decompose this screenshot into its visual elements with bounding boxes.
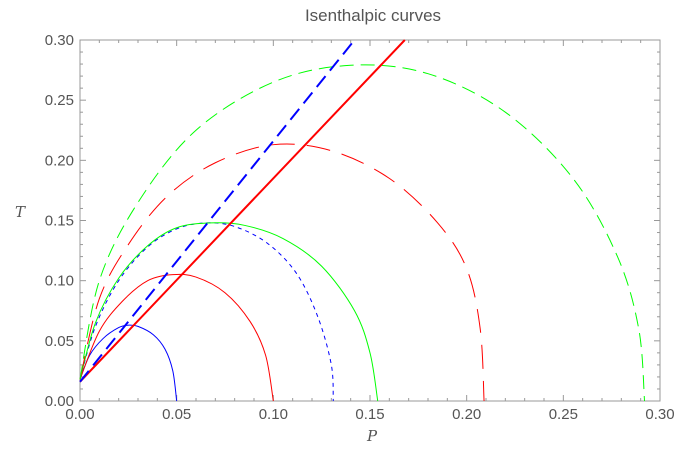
plot-area	[80, 40, 660, 401]
axis-ticks	[80, 40, 660, 401]
series-line-7	[80, 40, 355, 382]
series-line-6	[80, 40, 405, 382]
plot-frame	[80, 40, 660, 401]
x-tick-label: 0.10	[259, 406, 288, 423]
x-tick-label: 0.05	[162, 406, 191, 423]
y-tick-label: 0.25	[45, 92, 74, 109]
series-group	[80, 40, 645, 401]
series-curve-4	[80, 144, 484, 401]
x-tick-label: 0.30	[645, 406, 674, 423]
x-tick-label: 0.25	[549, 406, 578, 423]
x-tick-label: 0.20	[452, 406, 481, 423]
axis-tick-labels: 0.00 0.05 0.10 0.15 0.20 0.25 0.300.000.050.10…	[45, 32, 675, 423]
y-tick-label: 0.30	[45, 32, 74, 49]
y-tick-label: 0.20	[45, 152, 74, 169]
y-axis-label: T	[15, 203, 26, 221]
x-axis-label: P	[366, 427, 378, 445]
y-tick-label: 0.15	[45, 213, 74, 230]
chart-title: Isenthalpic curves	[305, 6, 441, 25]
series-curve-3	[80, 223, 378, 401]
y-tick-label: 0.10	[45, 273, 74, 290]
y-tick-label: 0.05	[45, 333, 74, 350]
x-tick-label: 0.15	[355, 406, 384, 423]
y-tick-label: 0.00	[45, 393, 74, 410]
